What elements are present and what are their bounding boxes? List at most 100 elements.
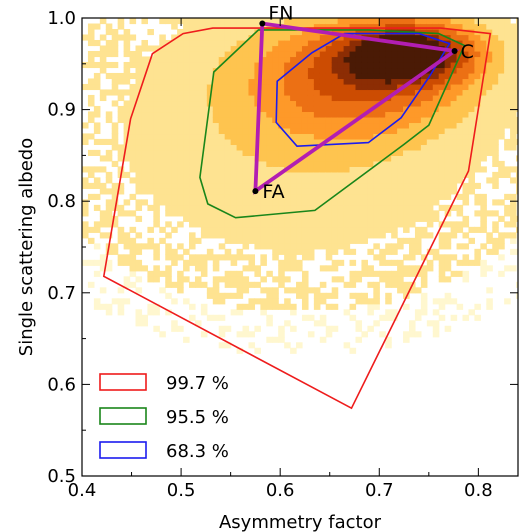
density-cell — [337, 149, 345, 156]
density-cell — [385, 89, 392, 96]
density-cell — [432, 111, 440, 118]
density-cell — [319, 232, 327, 239]
density-cell — [385, 210, 392, 217]
density-cell — [373, 320, 380, 327]
density-cell — [147, 177, 154, 184]
density-cell — [206, 23, 214, 30]
x-tick-label: 0.6 — [266, 480, 295, 501]
density-cell — [254, 39, 261, 47]
density-cell — [385, 149, 392, 156]
density-cell — [355, 237, 363, 244]
density-cell — [432, 210, 440, 217]
density-cell — [456, 105, 464, 113]
density-cell — [200, 215, 208, 222]
density-cell — [385, 105, 392, 113]
density-cell — [266, 287, 273, 294]
density-cell — [290, 105, 297, 113]
density-cell — [230, 39, 238, 47]
density-cell — [462, 221, 470, 228]
density-cell — [420, 18, 428, 25]
density-cell — [224, 127, 232, 135]
density-cell — [135, 188, 143, 195]
density-cell — [206, 188, 214, 195]
density-cell — [426, 105, 434, 113]
density-cell — [385, 226, 392, 233]
density-cell — [432, 138, 440, 146]
density-cell — [498, 105, 505, 113]
density-cell — [153, 309, 160, 316]
density-cell — [123, 155, 131, 162]
density-cell — [99, 56, 107, 63]
density-cell — [87, 23, 95, 30]
density-cell — [260, 138, 267, 146]
density-cell — [432, 248, 440, 255]
density-cell — [468, 171, 475, 178]
density-cell — [290, 303, 297, 310]
density-cell — [456, 28, 464, 36]
density-cell — [438, 83, 446, 91]
density-cell — [474, 50, 481, 58]
density-cell — [426, 50, 434, 58]
density-cell — [414, 83, 422, 91]
density-cell — [200, 303, 208, 310]
density-cell — [301, 254, 309, 261]
density-cell — [426, 221, 434, 228]
density-cell — [379, 72, 386, 80]
density-cell — [224, 276, 232, 283]
density-cell — [409, 254, 416, 261]
density-cell — [236, 254, 244, 261]
density-cell — [200, 45, 208, 52]
density-cell — [367, 127, 374, 135]
density-cell — [177, 116, 184, 124]
density-cell — [450, 89, 458, 96]
density-cell — [510, 111, 517, 118]
density-cell — [183, 144, 190, 151]
density-cell — [426, 18, 434, 25]
density-cell — [260, 303, 267, 310]
density-cell — [224, 28, 232, 36]
density-cell — [183, 182, 190, 189]
density-cell — [414, 171, 422, 178]
density-cell — [307, 199, 315, 206]
density-cell — [420, 160, 428, 167]
density-cell — [159, 56, 166, 63]
density-cell — [456, 94, 464, 102]
density-cell — [480, 193, 487, 200]
density-cell — [349, 89, 357, 96]
density-cell — [409, 149, 416, 156]
density-cell — [284, 155, 291, 162]
density-cell — [266, 303, 273, 310]
density-cell — [147, 111, 154, 118]
density-cell — [403, 100, 410, 107]
density-cell — [266, 292, 273, 299]
density-cell — [284, 226, 291, 233]
density-cell — [343, 309, 351, 316]
density-cell — [177, 127, 184, 135]
density-cell — [248, 50, 256, 58]
density-cell — [200, 39, 208, 47]
density-cell — [492, 133, 499, 140]
density-cell — [337, 215, 345, 222]
density-cell — [224, 232, 232, 239]
density-cell — [486, 61, 493, 69]
density-cell — [224, 67, 232, 74]
density-cell — [444, 83, 452, 91]
density-cell — [414, 45, 422, 52]
density-cell — [278, 56, 285, 63]
density-cell — [159, 171, 166, 178]
density-cell — [278, 116, 285, 124]
density-cell — [349, 67, 357, 74]
density-cell — [278, 34, 285, 41]
vertex-label-fa: FA — [262, 181, 284, 203]
density-cell — [200, 226, 208, 233]
density-cell — [403, 116, 410, 124]
density-cell — [438, 188, 446, 195]
density-cell — [343, 166, 351, 173]
density-cell — [379, 39, 386, 47]
density-cell — [153, 100, 160, 107]
density-cell — [313, 232, 321, 239]
density-cell — [462, 138, 470, 146]
density-cell — [361, 72, 368, 80]
density-cell — [99, 254, 107, 261]
density-cell — [403, 265, 410, 272]
